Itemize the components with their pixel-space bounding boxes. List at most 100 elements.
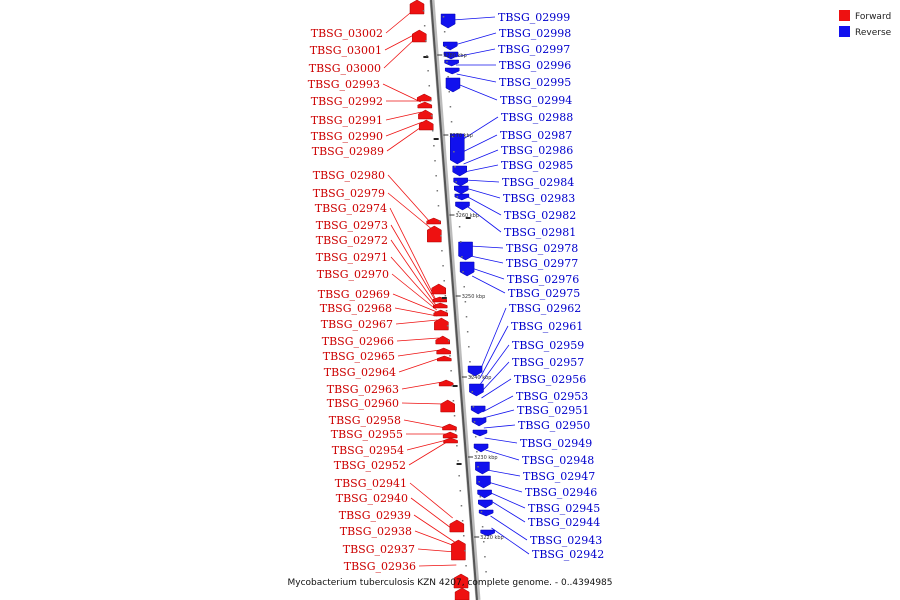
reverse-gene-label[interactable]: TBSG_02988	[501, 111, 573, 124]
reverse-gene-label[interactable]: TBSG_02950	[518, 419, 590, 432]
reverse-gene-label[interactable]: TBSG_02946	[525, 486, 597, 499]
reverse-gene-label[interactable]: TBSG_02996	[499, 59, 571, 72]
reverse-gene-feature[interactable]	[459, 261, 475, 277]
forward-gene-label[interactable]: TBSG_02972	[316, 234, 388, 247]
forward-gene-label[interactable]: TBSG_03000	[309, 62, 381, 75]
forward-gene-label[interactable]: TBSG_02939	[339, 509, 411, 522]
forward-gene-feature[interactable]	[434, 317, 449, 331]
forward-gene-feature[interactable]	[412, 29, 427, 43]
forward-gene-label[interactable]: TBSG_03002	[311, 27, 383, 40]
reverse-gene-label[interactable]: TBSG_02999	[498, 11, 570, 24]
forward-gene-label[interactable]: TBSG_02960	[327, 397, 399, 410]
reverse-gene-label[interactable]: TBSG_02953	[516, 390, 588, 403]
reverse-gene-label[interactable]: TBSG_02977	[506, 257, 578, 270]
forward-gene-feature[interactable]	[409, 0, 425, 15]
forward-gene-label[interactable]: TBSG_02980	[313, 169, 385, 182]
reverse-gene-label[interactable]: TBSG_02995	[499, 76, 571, 89]
reverse-gene-label[interactable]: TBSG_02949	[520, 437, 592, 450]
reverse-gene-feature[interactable]	[477, 489, 492, 499]
reverse-gene-feature[interactable]	[478, 499, 493, 509]
reverse-gene-label[interactable]: TBSG_02985	[501, 159, 573, 172]
forward-gene-label[interactable]: TBSG_02958	[329, 414, 401, 427]
reverse-gene-feature[interactable]	[443, 51, 459, 60]
forward-gene-label[interactable]: TBSG_02966	[322, 335, 394, 348]
forward-gene-feature[interactable]	[454, 587, 470, 600]
reverse-gene-feature[interactable]	[452, 165, 467, 177]
forward-gene-label[interactable]: TBSG_02964	[324, 366, 396, 379]
reverse-gene-label[interactable]: TBSG_02948	[522, 454, 594, 467]
forward-gene-label[interactable]: TBSG_03001	[310, 44, 382, 57]
forward-gene-label[interactable]: TBSG_02989	[312, 145, 384, 158]
forward-gene-label[interactable]: TBSG_02969	[318, 288, 390, 301]
reverse-gene-feature[interactable]	[455, 201, 470, 211]
forward-gene-label[interactable]: TBSG_02940	[336, 492, 408, 505]
reverse-gene-label[interactable]: TBSG_02984	[502, 176, 574, 189]
reverse-gene-label[interactable]: TBSG_02945	[528, 502, 600, 515]
forward-gene-feature[interactable]	[443, 437, 458, 444]
forward-gene-label[interactable]: TBSG_02963	[327, 383, 399, 396]
forward-gene-feature[interactable]	[431, 283, 447, 295]
reverse-gene-feature[interactable]	[454, 185, 469, 195]
forward-gene-label[interactable]: TBSG_02971	[316, 251, 388, 264]
reverse-gene-feature[interactable]	[444, 59, 459, 67]
reverse-gene-feature[interactable]	[453, 177, 468, 187]
forward-gene-feature[interactable]	[438, 379, 454, 387]
reverse-gene-feature[interactable]	[475, 461, 490, 475]
reverse-gene-label[interactable]: TBSG_02962	[509, 302, 581, 315]
reverse-gene-label[interactable]: TBSG_02959	[512, 339, 584, 352]
forward-gene-label[interactable]: TBSG_02970	[317, 268, 389, 281]
forward-gene-label[interactable]: TBSG_02954	[332, 444, 404, 457]
forward-gene-feature[interactable]	[418, 109, 433, 120]
forward-gene-label[interactable]: TBSG_02967	[321, 318, 393, 331]
reverse-gene-feature[interactable]	[467, 365, 483, 377]
forward-gene-label[interactable]: TBSG_02941	[335, 477, 407, 490]
forward-gene-label[interactable]: TBSG_02937	[343, 543, 415, 556]
reverse-gene-label[interactable]: TBSG_02956	[514, 373, 586, 386]
forward-gene-label[interactable]: TBSG_02992	[311, 95, 383, 108]
forward-gene-label[interactable]: TBSG_02979	[313, 187, 385, 200]
reverse-gene-label[interactable]: TBSG_02975	[508, 287, 580, 300]
forward-gene-label[interactable]: TBSG_02993	[308, 78, 380, 91]
reverse-gene-feature[interactable]	[442, 41, 458, 51]
reverse-gene-feature[interactable]	[454, 193, 470, 201]
reverse-gene-label[interactable]: TBSG_02997	[498, 43, 570, 56]
reverse-gene-feature[interactable]	[480, 529, 495, 537]
reverse-gene-label[interactable]: TBSG_02987	[500, 129, 572, 142]
forward-gene-feature[interactable]	[416, 93, 432, 102]
forward-gene-label[interactable]: TBSG_02955	[331, 428, 403, 441]
forward-gene-label[interactable]: TBSG_02990	[311, 130, 383, 143]
forward-gene-label[interactable]: TBSG_02965	[323, 350, 395, 363]
forward-gene-feature[interactable]	[433, 309, 449, 317]
forward-gene-label[interactable]: TBSG_02938	[340, 525, 412, 538]
reverse-gene-label[interactable]: TBSG_02976	[507, 273, 579, 286]
reverse-gene-feature[interactable]	[470, 405, 486, 415]
forward-gene-label[interactable]: TBSG_02968	[320, 302, 392, 315]
reverse-gene-feature[interactable]	[469, 383, 484, 397]
reverse-gene-label[interactable]: TBSG_02957	[512, 356, 584, 369]
forward-gene-feature[interactable]	[453, 573, 469, 589]
reverse-gene-label[interactable]: TBSG_02983	[503, 192, 575, 205]
forward-gene-feature[interactable]	[449, 519, 465, 533]
forward-gene-feature[interactable]	[442, 431, 458, 439]
reverse-gene-feature[interactable]	[473, 443, 489, 453]
forward-gene-label[interactable]: TBSG_02936	[344, 560, 416, 573]
forward-gene-feature[interactable]	[426, 217, 441, 225]
reverse-gene-feature[interactable]	[444, 67, 460, 75]
reverse-gene-label[interactable]: TBSG_02951	[517, 404, 589, 417]
forward-gene-feature[interactable]	[440, 399, 455, 413]
forward-gene-feature[interactable]	[451, 539, 466, 561]
reverse-gene-feature[interactable]	[458, 241, 473, 261]
forward-gene-feature[interactable]	[417, 101, 433, 109]
reverse-gene-label[interactable]: TBSG_02981	[504, 226, 576, 239]
forward-gene-label[interactable]: TBSG_02991	[311, 114, 383, 127]
reverse-gene-feature[interactable]	[450, 133, 465, 165]
reverse-gene-feature[interactable]	[478, 509, 494, 517]
reverse-gene-label[interactable]: TBSG_02961	[511, 320, 583, 333]
reverse-gene-label[interactable]: TBSG_02943	[530, 534, 602, 547]
reverse-gene-feature[interactable]	[472, 429, 488, 437]
reverse-gene-label[interactable]: TBSG_02942	[532, 548, 604, 561]
forward-gene-feature[interactable]	[418, 119, 434, 131]
forward-gene-label[interactable]: TBSG_02973	[316, 219, 388, 232]
reverse-gene-feature[interactable]	[471, 417, 487, 427]
reverse-gene-label[interactable]: TBSG_02986	[501, 144, 573, 157]
